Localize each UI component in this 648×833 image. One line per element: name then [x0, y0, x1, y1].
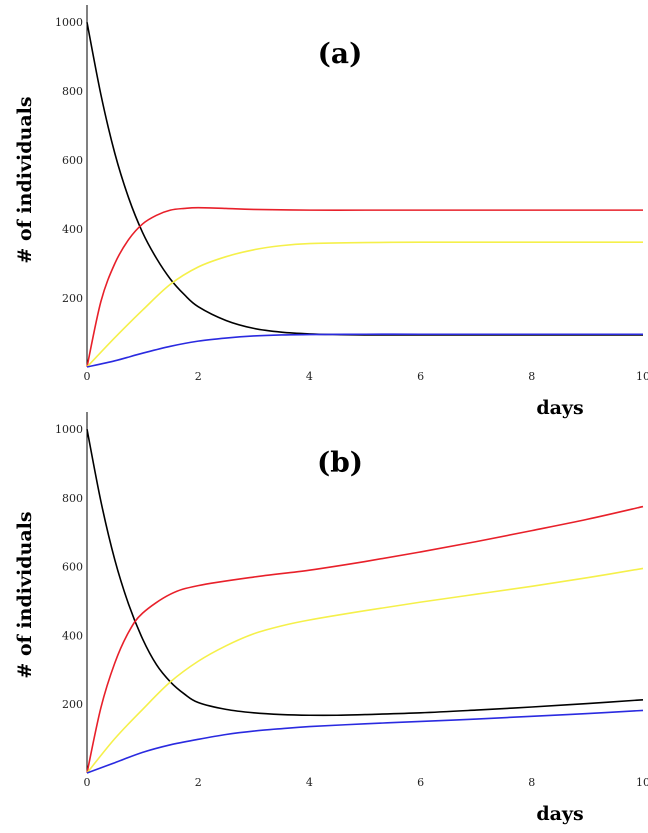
x-tick-label: 6 — [417, 776, 424, 789]
series-line — [86, 567, 644, 774]
y-tick-label: 400 — [62, 223, 83, 236]
x-axis-label: days — [536, 397, 583, 419]
x-tick-label: 2 — [195, 776, 202, 789]
series-line — [86, 709, 644, 774]
chart-panel-b: (b) # of individuals days 200 400 600 800 10… — [14, 412, 648, 825]
series-line — [86, 429, 644, 717]
y-tick-label: 1000 — [55, 423, 83, 436]
y-tick-label: 600 — [62, 561, 83, 574]
y-axis-label: # of individuals — [14, 96, 36, 263]
chart-title: (a) — [318, 37, 363, 70]
chart-title: (b) — [317, 446, 363, 479]
y-tick-label: 600 — [62, 154, 83, 167]
x-tick-label: 4 — [306, 776, 313, 789]
y-axis-label: # of individuals — [14, 511, 36, 678]
y-tick-label: 800 — [62, 492, 83, 505]
series-line — [86, 333, 643, 368]
x-tick-label: 8 — [528, 776, 535, 789]
y-tick-label: 400 — [62, 629, 83, 642]
series-line — [86, 22, 643, 336]
y-tick-label: 800 — [62, 85, 83, 98]
chart-panel-a: (a) # of individuals days 200 400 600 800 10… — [14, 5, 648, 419]
x-axis-label: days — [536, 803, 583, 825]
x-tick-label: 6 — [417, 370, 424, 383]
x-tick-label: 8 — [528, 370, 535, 383]
series-line — [86, 206, 643, 368]
x-tick-label: 0 — [84, 776, 91, 789]
y-tick-label: 1000 — [55, 16, 83, 29]
x-tick-label: 10 — [636, 776, 648, 789]
x-tick-label: 4 — [306, 370, 313, 383]
series-line — [86, 505, 644, 774]
y-tick-label: 200 — [62, 698, 83, 711]
y-tick-label: 200 — [62, 292, 83, 305]
x-tick-label: 0 — [84, 370, 91, 383]
series-line — [86, 241, 644, 368]
x-tick-label: 10 — [636, 370, 648, 383]
x-tick-label: 2 — [195, 370, 202, 383]
